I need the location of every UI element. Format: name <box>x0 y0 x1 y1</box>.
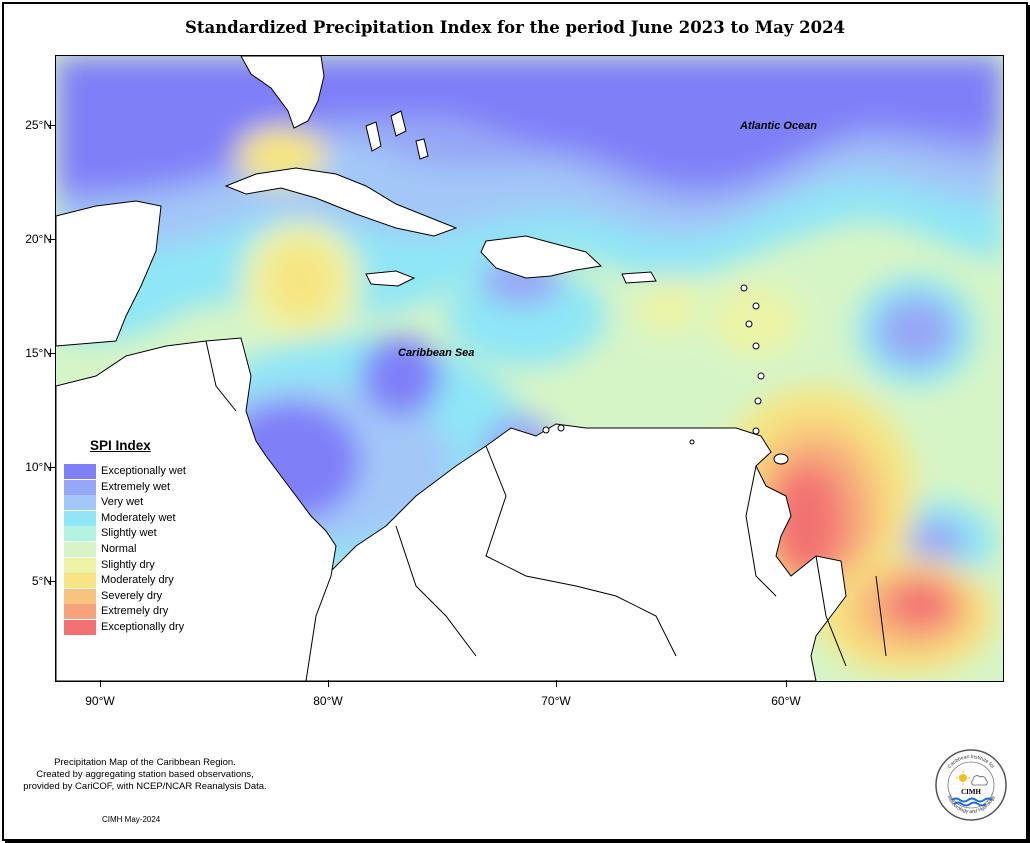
landmass-florida <box>240 56 325 129</box>
legend-label: Moderately wet <box>101 511 176 524</box>
landmass-south-america <box>305 423 847 681</box>
country-borders <box>205 340 887 667</box>
page-title: Standardized Precipitation Index for the… <box>184 18 846 37</box>
lon-tick-label: 80°W <box>313 694 343 708</box>
legend-swatch <box>64 620 96 635</box>
lat-tick-mark <box>48 239 55 240</box>
legend-swatch <box>64 588 96 604</box>
legend-swatch <box>64 604 96 620</box>
legend-swatch <box>64 479 96 495</box>
legend-label: Normal <box>101 543 137 555</box>
legend-swatch <box>64 464 96 479</box>
sun-icon <box>956 771 970 785</box>
lon-tick-mark <box>328 680 329 687</box>
cloud-icon <box>971 775 988 786</box>
islands-lesser-antilles <box>542 284 789 465</box>
date-note: CIMH May-2024 <box>102 815 161 824</box>
islands-bahamas <box>365 110 429 160</box>
lat-tick-mark <box>48 467 55 468</box>
island-cuba <box>224 167 458 237</box>
water-icon <box>951 797 993 807</box>
map-canvas <box>56 56 1003 681</box>
lat-tick-label: 20°N <box>25 232 52 246</box>
lat-tick-mark <box>48 581 55 582</box>
landmass-yucatan <box>56 200 162 347</box>
lon-tick-label: 60°W <box>771 694 801 708</box>
legend-label: Exceptionally wet <box>101 465 186 477</box>
legend-swatch <box>64 526 96 542</box>
legend-swatch <box>64 495 96 511</box>
island-jamaica <box>365 270 416 287</box>
island-hispaniola <box>480 235 603 279</box>
cimh-logo: Caribbean Institute for Meteorology and … <box>934 748 1008 822</box>
lon-tick-mark <box>100 680 101 687</box>
caribbean-sea-label: Caribbean Sea <box>398 347 475 359</box>
legend-label: Slightly wet <box>101 527 157 540</box>
landmass-central-america <box>56 337 337 681</box>
legend-label: Moderately dry <box>101 574 174 587</box>
logo-center-text: CIMH <box>961 788 981 796</box>
legend-swatch <box>64 542 96 557</box>
atlantic-ocean-label: Atlantic Ocean <box>740 120 818 132</box>
lat-tick-label: 15°N <box>25 346 52 360</box>
lat-tick-label: 25°N <box>25 118 52 132</box>
legend-label: Very wet <box>101 496 144 509</box>
footnote-line: provided by CariCOF, with NCEP/NCAR Rean… <box>23 781 267 792</box>
map-footnote: Precipitation Map of the Caribbean Regio… <box>0 757 290 793</box>
footnote-line: Precipitation Map of the Caribbean Regio… <box>54 757 236 768</box>
lat-tick-mark <box>48 353 55 354</box>
legend-label: Extremely wet <box>101 480 171 493</box>
lat-tick-label: 5°N <box>31 574 52 588</box>
legend-label: Extremely dry <box>101 605 169 618</box>
lon-tick-mark <box>786 680 787 687</box>
legend-swatch <box>64 573 96 589</box>
legend-label: Exceptionally dry <box>101 621 185 633</box>
legend-label: Severely dry <box>101 589 163 602</box>
lon-tick-label: 70°W <box>541 694 571 708</box>
legend-label: Slightly dry <box>101 558 155 571</box>
legend-swatch <box>64 557 96 573</box>
lat-tick-mark <box>48 125 55 126</box>
legend-swatch <box>64 510 96 526</box>
spi-map: Atlantic Ocean Caribbean Sea <box>55 55 1004 682</box>
lat-tick-label: 10°N <box>25 460 52 474</box>
lon-tick-mark <box>556 680 557 687</box>
footnote-line: Created by aggregating station based obs… <box>36 769 254 780</box>
island-puerto-rico <box>621 271 657 284</box>
legend-title: SPI Index <box>90 438 151 453</box>
lon-tick-label: 90°W <box>85 694 115 708</box>
cimh-logo-graphic: Caribbean Institute for Meteorology and … <box>935 749 1007 821</box>
